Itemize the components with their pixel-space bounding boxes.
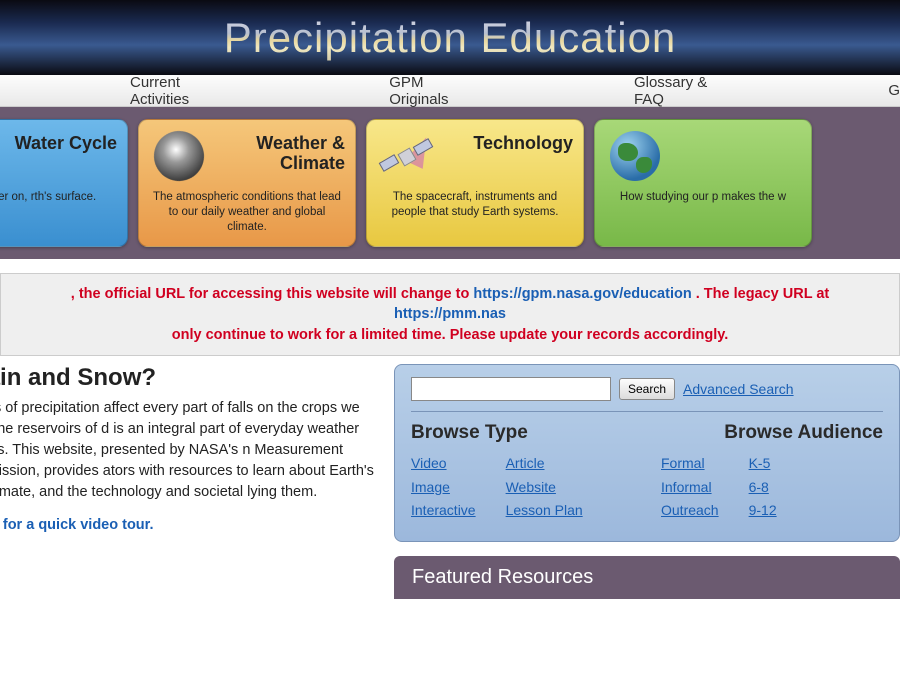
card-title: Water Cycle bbox=[0, 134, 117, 154]
top-nav: Current Activities GPM Originals Glossar… bbox=[0, 75, 900, 107]
intro-heading: re Rain and Snow? bbox=[0, 364, 376, 392]
browse-row: Browse Type Video Image Interactive Arti… bbox=[411, 422, 883, 523]
link-k5[interactable]: K-5 bbox=[749, 452, 777, 476]
url-change-notice: , the official URL for accessing this we… bbox=[0, 273, 900, 356]
card-title: Technology bbox=[443, 134, 573, 154]
link-website[interactable]: Website bbox=[506, 476, 583, 500]
category-cards-row: Water Cycle nent of water on, rth's surf… bbox=[0, 107, 900, 259]
search-button[interactable]: Search bbox=[619, 378, 675, 400]
link-interactive[interactable]: Interactive bbox=[411, 499, 476, 523]
globe-icon bbox=[605, 128, 665, 184]
browse-type-heading: Browse Type bbox=[411, 422, 641, 444]
nav-glossary-faq[interactable]: Glossary & FAQ bbox=[634, 74, 738, 108]
nav-partial[interactable]: G bbox=[888, 82, 900, 99]
main-content: re Rain and Snow? ner forms of precipita… bbox=[0, 364, 900, 599]
search-row: Search Advanced Search bbox=[411, 377, 883, 401]
hurricane-icon bbox=[149, 128, 209, 184]
card-water-cycle[interactable]: Water Cycle nent of water on, rth's surf… bbox=[0, 119, 128, 247]
notice-url-2[interactable]: https://pmm.nas bbox=[394, 306, 506, 322]
card-technology[interactable]: Technology The spacecraft, instruments a… bbox=[366, 119, 584, 247]
browse-type-col: Browse Type Video Image Interactive Arti… bbox=[411, 422, 641, 523]
browse-audience-col: Browse Audience Formal Informal Outreach… bbox=[661, 422, 883, 523]
browse-type-list-2: Article Website Lesson Plan bbox=[506, 452, 583, 523]
notice-text-2: . The legacy URL at bbox=[696, 286, 830, 302]
notice-text-1: , the official URL for accessing this we… bbox=[71, 286, 474, 302]
search-browse-panel: Search Advanced Search Browse Type Video… bbox=[394, 364, 900, 542]
nav-gpm-originals[interactable]: GPM Originals bbox=[389, 74, 484, 108]
advanced-search-link[interactable]: Advanced Search bbox=[683, 381, 794, 397]
card-desc: The spacecraft, instruments and people t… bbox=[377, 190, 573, 220]
browse-type-list-1: Video Image Interactive bbox=[411, 452, 476, 523]
featured-resources-header: Featured Resources bbox=[394, 556, 900, 599]
link-6-8[interactable]: 6-8 bbox=[749, 476, 777, 500]
intro-body: ner forms of precipitation affect every … bbox=[0, 398, 376, 503]
link-video[interactable]: Video bbox=[411, 452, 476, 476]
link-9-12[interactable]: 9-12 bbox=[749, 499, 777, 523]
notice-url-1[interactable]: https://gpm.nasa.gov/education bbox=[473, 286, 691, 302]
satellite-icon bbox=[377, 128, 437, 184]
link-image[interactable]: Image bbox=[411, 476, 476, 500]
notice-text-3: only continue to work for a limited time… bbox=[172, 327, 729, 343]
browse-audience-heading: Browse Audience bbox=[661, 422, 883, 444]
site-header: Precipitation Education bbox=[0, 0, 900, 75]
card-desc: nent of water on, rth's surface. bbox=[0, 190, 117, 205]
card-societal[interactable]: How studying our p makes the w bbox=[594, 119, 812, 247]
link-article[interactable]: Article bbox=[506, 452, 583, 476]
link-outreach[interactable]: Outreach bbox=[661, 499, 719, 523]
link-informal[interactable]: Informal bbox=[661, 476, 719, 500]
featured-heading: Featured Resources bbox=[412, 566, 593, 588]
card-desc: How studying our p makes the w bbox=[605, 190, 801, 205]
card-desc: The atmospheric conditions that lead to … bbox=[149, 190, 345, 235]
nav-current-activities[interactable]: Current Activities bbox=[130, 74, 239, 108]
browse-audience-list-2: K-5 6-8 9-12 bbox=[749, 452, 777, 523]
search-input[interactable] bbox=[411, 377, 611, 401]
divider bbox=[411, 411, 883, 412]
browse-audience-list-1: Formal Informal Outreach bbox=[661, 452, 719, 523]
video-tour-link[interactable]: lick here for a quick video tour. bbox=[0, 517, 376, 533]
card-title: Weather & Climate bbox=[215, 134, 345, 174]
link-lesson-plan[interactable]: Lesson Plan bbox=[506, 499, 583, 523]
sidebar-column: Search Advanced Search Browse Type Video… bbox=[394, 364, 900, 599]
link-formal[interactable]: Formal bbox=[661, 452, 719, 476]
site-title: Precipitation Education bbox=[224, 14, 677, 62]
card-weather-climate[interactable]: Weather & Climate The atmospheric condit… bbox=[138, 119, 356, 247]
intro-column: re Rain and Snow? ner forms of precipita… bbox=[0, 364, 380, 599]
